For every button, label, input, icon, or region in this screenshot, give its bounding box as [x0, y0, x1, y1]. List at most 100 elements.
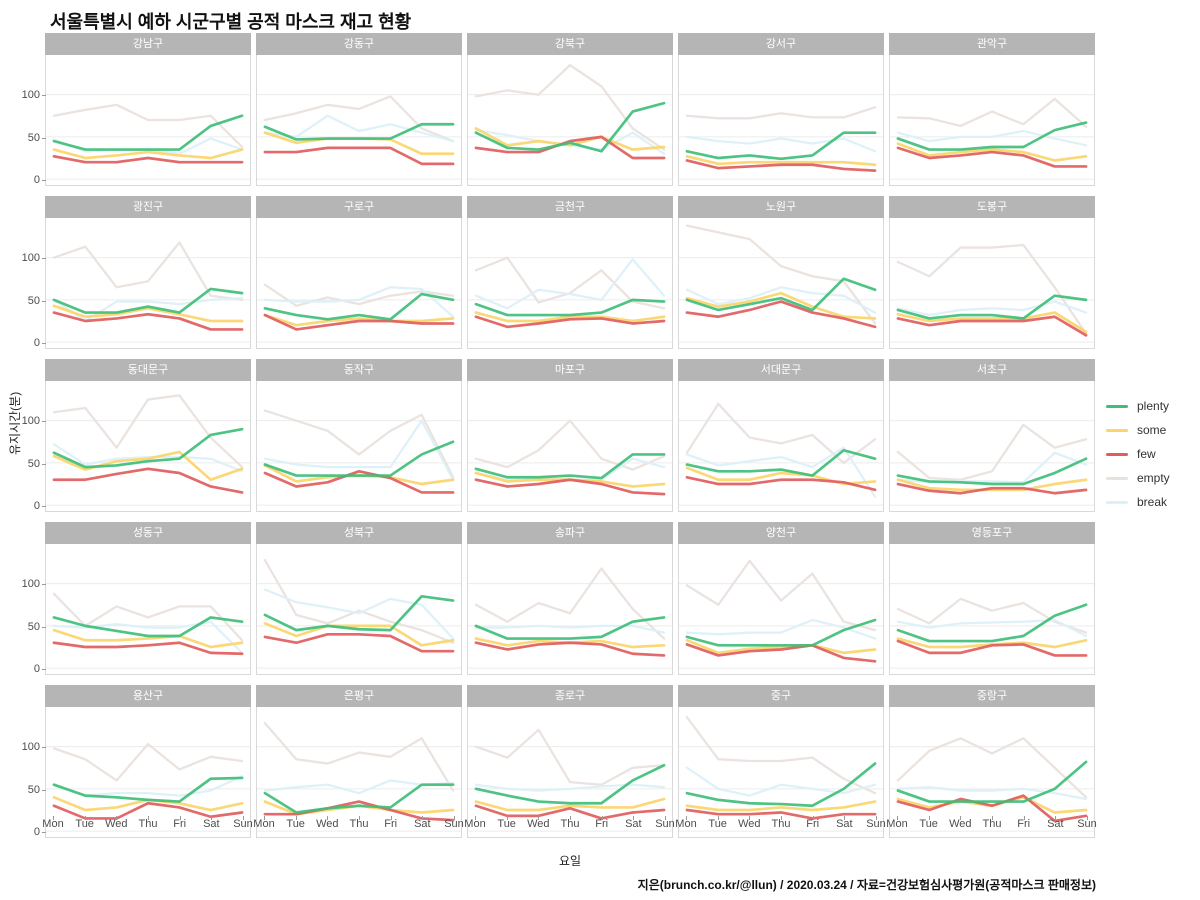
legend-entry-some: some: [1106, 418, 1170, 442]
series-empty-line: [263, 409, 455, 479]
facet-strip: 관악구: [889, 33, 1095, 55]
series-empty-line: [896, 423, 1088, 481]
y-tick-label: 50: [27, 457, 40, 470]
x-tick-mark: [53, 816, 54, 820]
x-tick-label: Sun: [866, 818, 886, 830]
y-tick-label: 100: [21, 577, 40, 590]
legend-entry-few: few: [1106, 442, 1170, 466]
x-tick-label: Fri: [173, 818, 187, 830]
y-tick-mark: [42, 180, 46, 182]
x-tick-label: Tue: [286, 818, 305, 830]
legend: plenty some few empty break: [1106, 394, 1170, 514]
x-tick-label: Sun: [1077, 818, 1097, 830]
series-break-line: [263, 779, 455, 795]
series-plenty-line: [474, 616, 666, 640]
x-tick-mark: [538, 816, 540, 820]
series-some-line: [685, 638, 877, 655]
series-break-line: [896, 129, 1088, 147]
series-break-line: [263, 419, 455, 481]
series-few-line: [474, 804, 666, 820]
series-plenty-line: [474, 298, 666, 317]
x-tick-label: Thu: [138, 818, 158, 830]
series-empty-line: [685, 715, 877, 795]
x-tick-mark: [148, 816, 149, 820]
x-tick-mark: [84, 816, 86, 820]
x-tick-mark: [844, 816, 846, 820]
facet-panel: [678, 218, 884, 349]
y-tick-mark: [42, 94, 46, 96]
facet-panel: [256, 381, 462, 512]
legend-swatch-break: [1106, 500, 1128, 504]
facet-panel: 0 50 100: [22, 544, 251, 675]
series-few-line: [474, 641, 666, 657]
series-few-line: [52, 154, 244, 164]
series-break-line: [474, 258, 666, 310]
x-tick-label: Sat: [625, 818, 642, 830]
x-tick-label: Sun: [655, 818, 675, 830]
y-tick-label: 100: [21, 740, 40, 753]
series-few-line: [685, 808, 877, 820]
series-some-line: [896, 142, 1088, 162]
legend-label: few: [1137, 447, 1156, 461]
y-tick-mark: [42, 626, 46, 628]
series-plenty-line: [474, 101, 666, 153]
series-some-line: [263, 313, 455, 327]
series-few-line: [52, 311, 244, 331]
facet-서초구: 서초구: [889, 359, 1095, 512]
series-plenty-line: [263, 440, 455, 477]
facet-strip: 서대문구: [678, 359, 884, 381]
y-axis-title: 유지시간(분): [8, 391, 22, 455]
x-tick-label: Mon: [464, 818, 486, 830]
x-tick-label: Mon: [675, 818, 697, 830]
x-tick-label: Sat: [1047, 818, 1064, 830]
x-tick-labels: Mon Tue Wed Thu Fri Sat Sun: [42, 818, 252, 834]
series-empty-line: [263, 283, 455, 307]
series-plenty-line: [52, 427, 244, 469]
x-tick-mark: [876, 816, 877, 820]
series-few-line: [474, 478, 666, 496]
facet-strip: 노원구: [678, 196, 884, 218]
x-tick-label: Fri: [1017, 818, 1031, 830]
facet-서대문구: 서대문구: [678, 359, 884, 512]
series-break-line: [896, 618, 1088, 638]
x-tick-mark: [506, 816, 508, 820]
legend-entry-break: break: [1106, 490, 1170, 514]
x-tick-mark: [390, 816, 392, 820]
legend-label: some: [1137, 423, 1167, 437]
series-plenty-line: [896, 121, 1088, 151]
x-tick-mark: [1023, 816, 1025, 820]
facet-강북구: 강북구: [467, 33, 673, 186]
facet-strip: 성북구: [256, 522, 462, 544]
series-empty-line: [263, 558, 455, 644]
x-tick-label: Sun: [444, 818, 464, 830]
y-tick-label: 50: [27, 620, 40, 633]
x-tick-mark: [422, 816, 424, 820]
series-plenty-line: [474, 763, 666, 805]
facet-strip: 금천구: [467, 196, 673, 218]
series-empty-line: [896, 597, 1088, 634]
facet-strip: 강서구: [678, 33, 884, 55]
facet-strip: 성동구: [45, 522, 251, 544]
facet-panel: [256, 218, 462, 349]
x-tick-mark: [992, 816, 993, 820]
series-few-line: [263, 632, 455, 653]
x-tick-labels: Mon Tue Wed Thu Fri Sat Sun: [464, 818, 675, 834]
y-tick-label: 100: [21, 414, 40, 427]
y-tick-label: 50: [27, 131, 40, 144]
facet-strip: 구로구: [256, 196, 462, 218]
x-tick-mark: [601, 816, 603, 820]
x-tick-mark: [116, 816, 118, 820]
x-tick-mark: [179, 816, 181, 820]
y-tick-label: 100: [21, 88, 40, 101]
facet-강서구: 강서구: [678, 33, 884, 186]
series-break-line: [896, 451, 1088, 484]
series-few-line: [52, 467, 244, 494]
x-tick-label: Tue: [919, 818, 938, 830]
plot-area: 강남구 0 50 100 강동구 강북구 강서구 관악구 광진구 0 50 100 구로구 금천구 노원구 도…: [22, 33, 1097, 838]
facet-strip: 강동구: [256, 33, 462, 55]
y-tick-mark: [42, 420, 46, 422]
facet-strip: 마포구: [467, 359, 673, 381]
x-tick-label: Thu: [982, 818, 1002, 830]
series-some-line: [263, 800, 455, 816]
facet-panel: [678, 707, 884, 838]
